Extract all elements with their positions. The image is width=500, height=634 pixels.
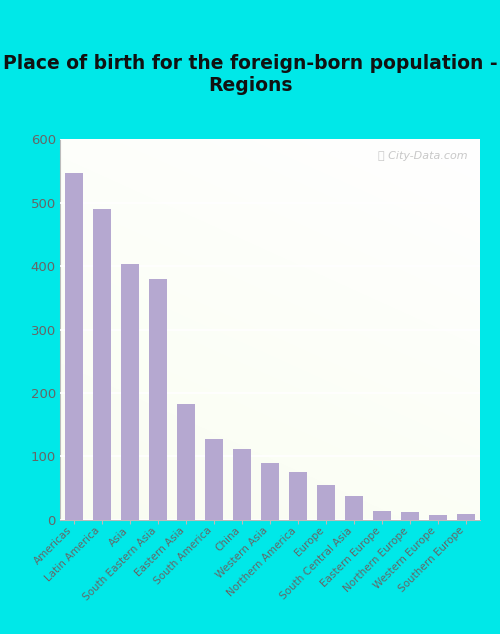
Bar — [317, 485, 335, 520]
Text: ⓘ City-Data.com: ⓘ City-Data.com — [378, 151, 468, 161]
Bar — [65, 173, 83, 520]
Bar — [457, 514, 475, 520]
Text: Place of birth for the foreign-born population -
Regions: Place of birth for the foreign-born popu… — [2, 54, 498, 95]
Bar — [261, 463, 279, 520]
Bar — [345, 496, 363, 520]
Bar — [149, 279, 167, 520]
Bar — [93, 209, 111, 520]
Bar — [429, 515, 447, 520]
Bar — [289, 472, 307, 520]
Bar — [373, 511, 391, 520]
Bar — [401, 512, 419, 520]
Bar — [177, 404, 195, 520]
Bar — [205, 439, 223, 520]
Bar — [233, 449, 251, 520]
Bar — [121, 264, 139, 520]
